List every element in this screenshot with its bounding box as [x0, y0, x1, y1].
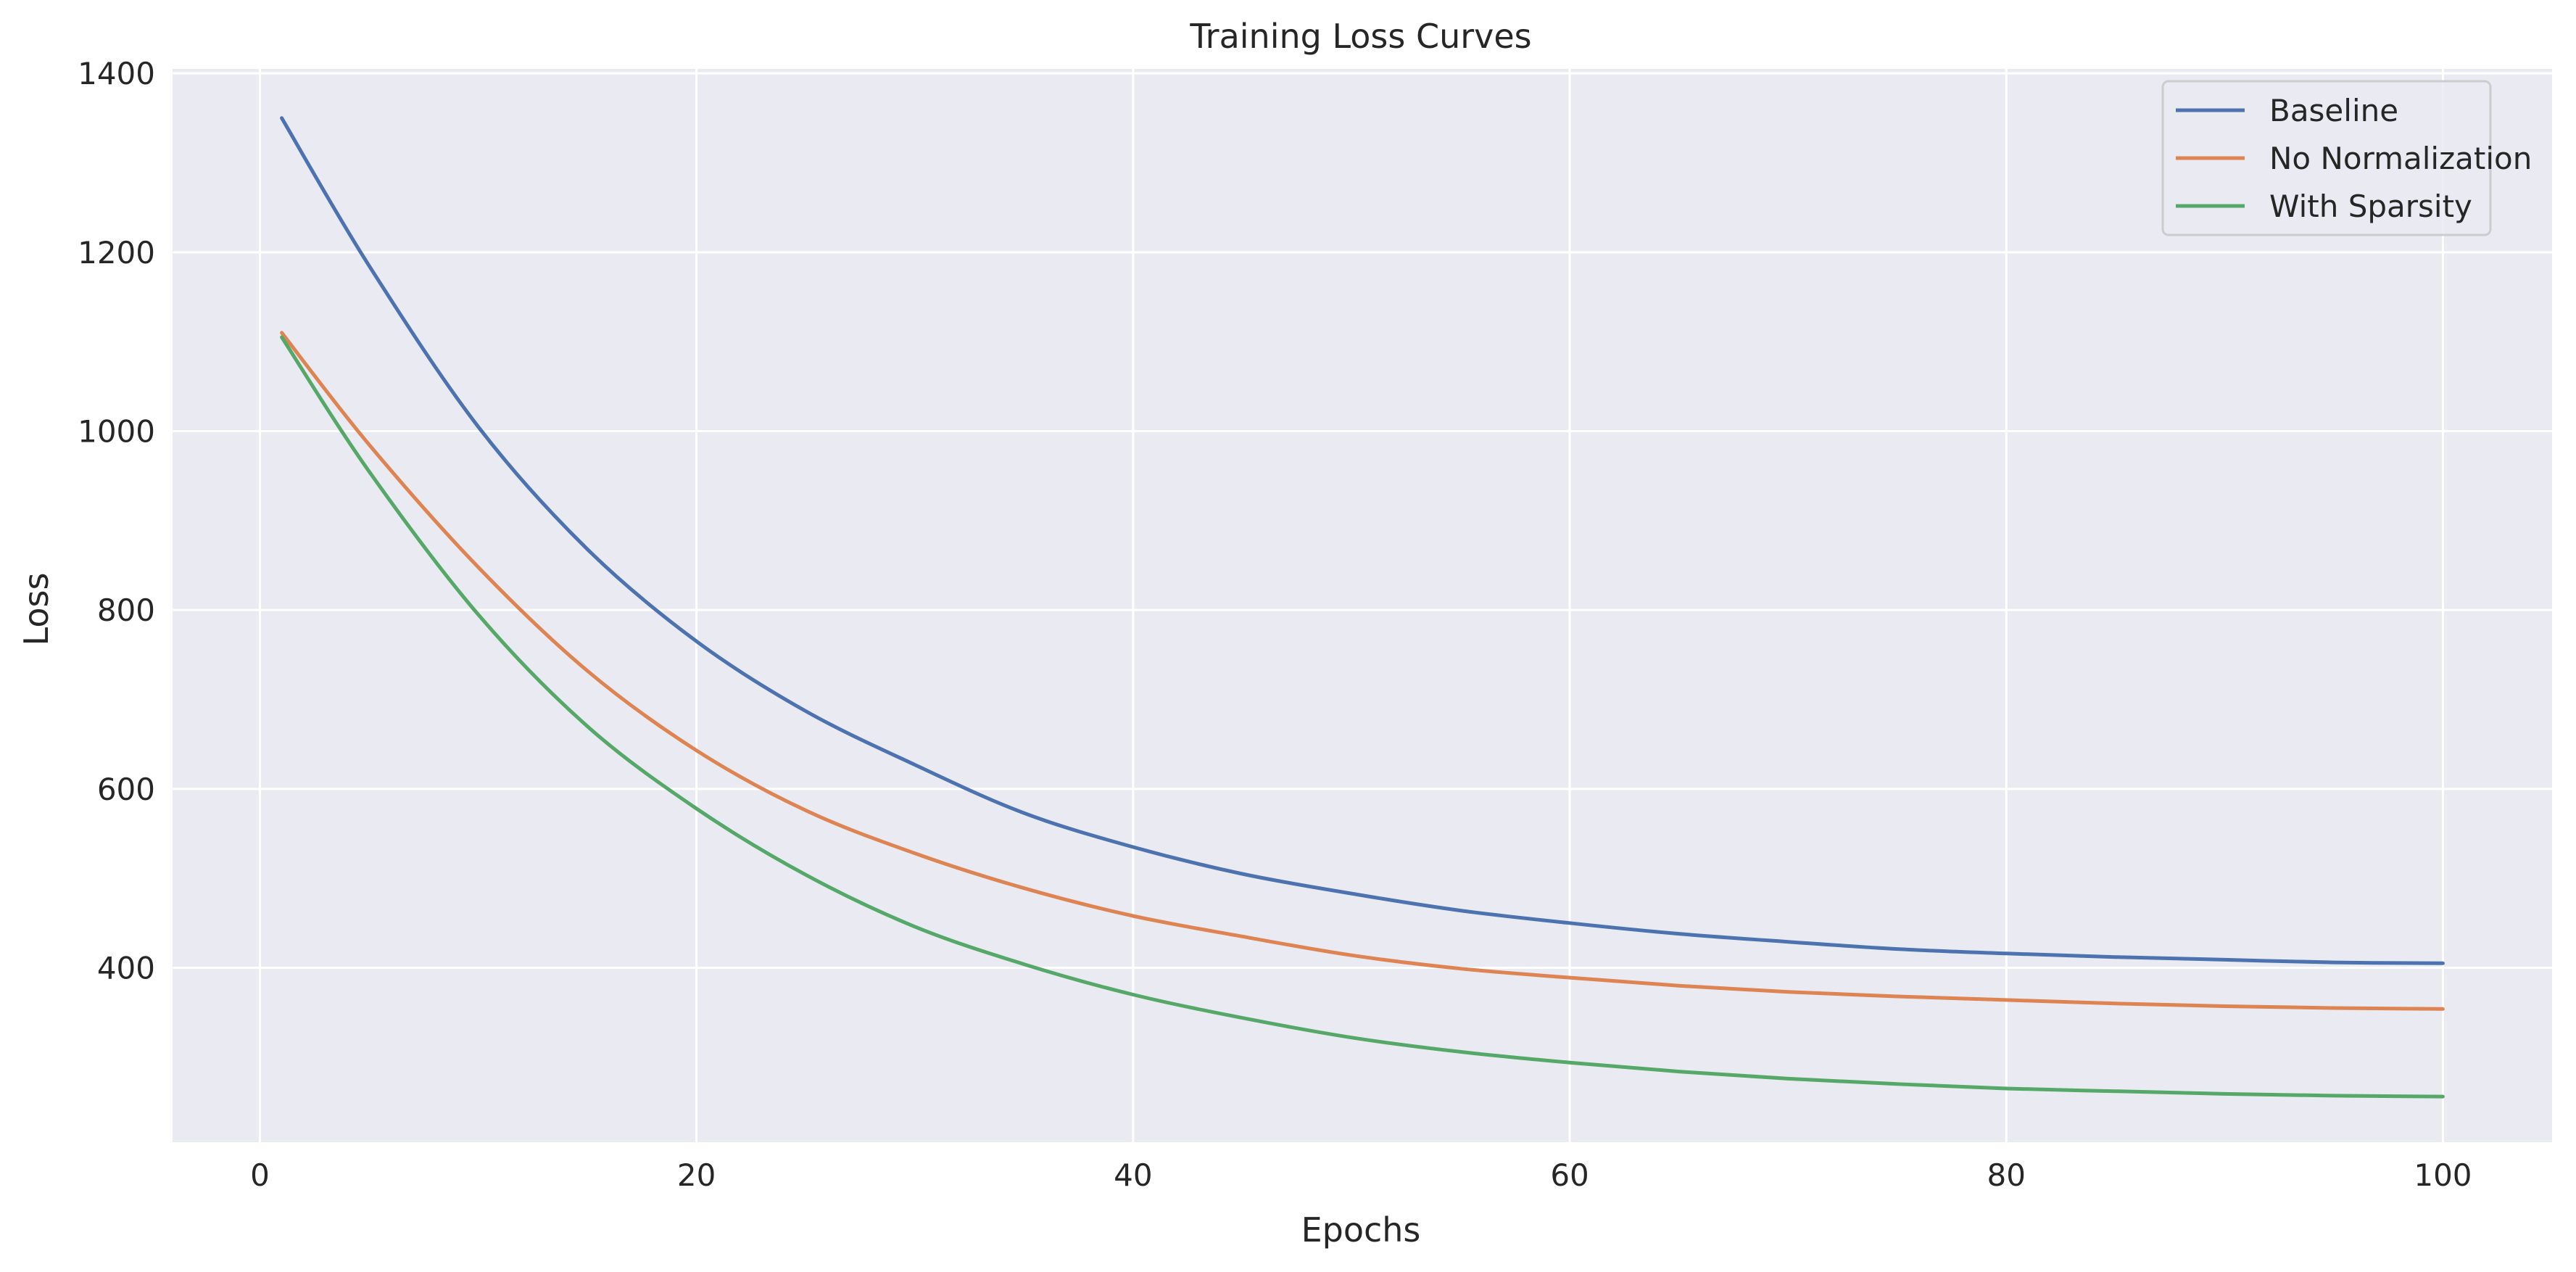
legend-label: Baseline [2269, 93, 2398, 128]
x-tick-label: 40 [1114, 1157, 1152, 1193]
x-axis-label: Epochs [1301, 1210, 1421, 1250]
x-tick-label: 80 [1987, 1157, 2026, 1193]
legend-label: With Sparsity [2269, 189, 2472, 224]
x-tick-label: 100 [2414, 1157, 2472, 1193]
y-tick-label: 1200 [78, 235, 155, 270]
x-tick-label: 0 [250, 1157, 270, 1193]
plot-area [173, 69, 2552, 1142]
series-layer [280, 116, 2445, 1099]
grid-lines [173, 69, 2552, 1142]
series-line-2 [280, 335, 2445, 1099]
series-line-1 [280, 331, 2445, 1011]
legend-box [2161, 80, 2492, 236]
y-tick-label: 1000 [78, 414, 155, 450]
y-tick-label: 800 [97, 592, 155, 628]
tick-labels: 0 20 40 60 80 100 400 600 800 1000 1200 1400 [78, 56, 2472, 1193]
legend: Baseline No Normalization With Sparsity [2161, 80, 2532, 236]
legend-label: No Normalization [2269, 141, 2532, 176]
y-tick-label: 600 [97, 772, 155, 807]
series-line-0 [280, 116, 2445, 965]
y-tick-label: 400 [97, 951, 155, 986]
x-tick-label: 20 [677, 1157, 716, 1193]
x-tick-label: 60 [1550, 1157, 1589, 1193]
y-tick-label: 1400 [78, 56, 155, 91]
chart-title: Training Loss Curves [1189, 17, 1531, 56]
y-axis-label: Loss [17, 573, 56, 646]
